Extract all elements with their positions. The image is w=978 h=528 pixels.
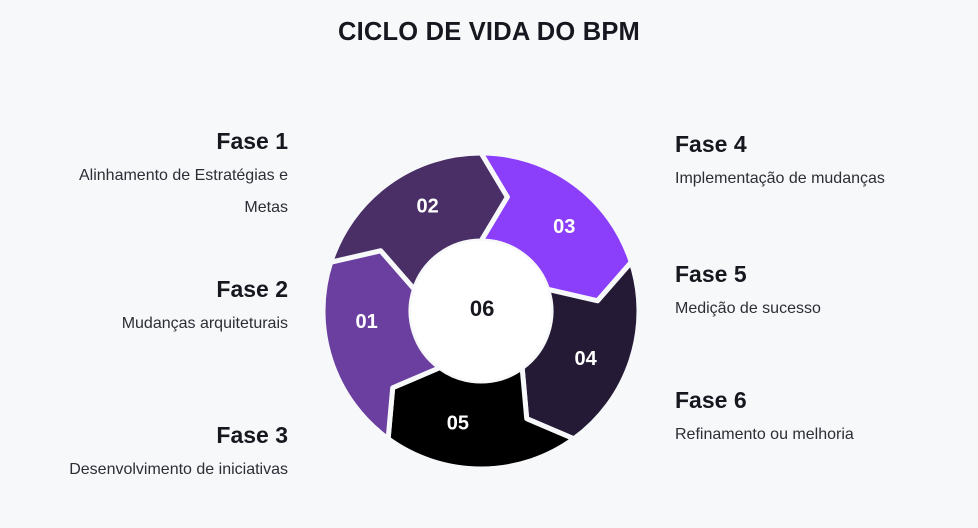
- svg-text:02: 02: [416, 195, 438, 217]
- svg-text:05: 05: [447, 413, 469, 435]
- svg-text:04: 04: [574, 348, 597, 370]
- svg-text:03: 03: [553, 216, 575, 238]
- svg-text:01: 01: [355, 311, 377, 333]
- svg-text:06: 06: [470, 296, 494, 321]
